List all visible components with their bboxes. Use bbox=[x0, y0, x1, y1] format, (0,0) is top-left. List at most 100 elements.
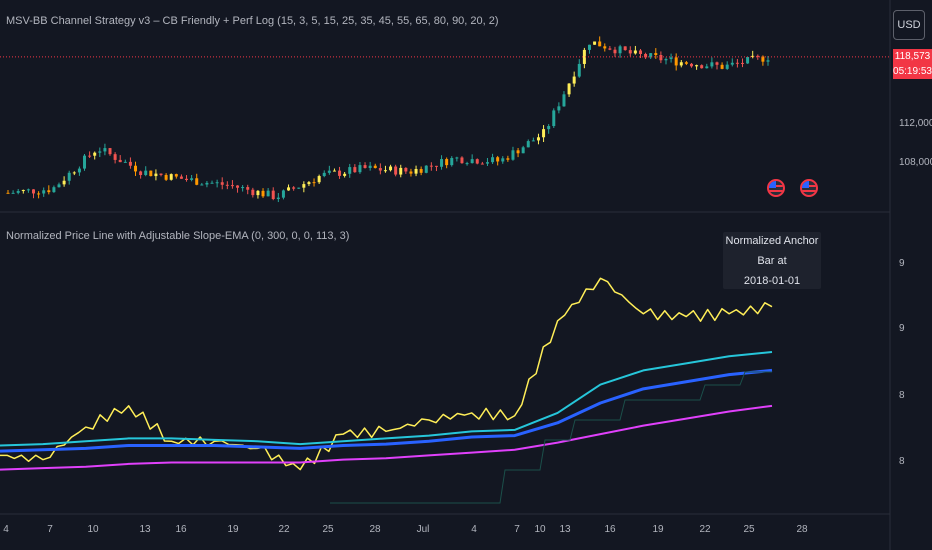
candle-body bbox=[317, 176, 321, 183]
candle-body bbox=[577, 63, 581, 77]
candle-body bbox=[200, 184, 204, 186]
candle-body bbox=[689, 63, 693, 67]
candle-body bbox=[511, 150, 515, 160]
candle-body bbox=[659, 55, 663, 61]
time-axis-tick: 7 bbox=[47, 524, 53, 535]
candle-body bbox=[455, 157, 459, 159]
candle-body bbox=[256, 190, 260, 196]
candle-body bbox=[251, 189, 255, 196]
candle-body bbox=[77, 168, 81, 173]
candle-body bbox=[83, 155, 87, 169]
candle-body bbox=[536, 137, 540, 141]
candle-body bbox=[715, 62, 719, 65]
candle-body bbox=[322, 172, 326, 177]
candle-body bbox=[414, 168, 418, 174]
candle-body bbox=[190, 178, 194, 180]
candle-body bbox=[674, 57, 678, 66]
candle-body bbox=[531, 140, 535, 142]
candle-body bbox=[42, 190, 46, 194]
candle-body bbox=[485, 162, 489, 164]
candle-body bbox=[542, 129, 546, 138]
candle-body bbox=[664, 59, 668, 61]
candle-body bbox=[98, 151, 102, 153]
candle-body bbox=[638, 50, 642, 54]
candle-body bbox=[649, 53, 653, 58]
candle-body bbox=[740, 62, 744, 64]
indicator-series-line bbox=[0, 351, 773, 447]
time-axis-tick: 4 bbox=[471, 524, 477, 535]
candle-body bbox=[220, 182, 224, 185]
candle-body bbox=[246, 187, 250, 190]
time-axis-tick: 25 bbox=[322, 524, 334, 535]
candle-body bbox=[236, 185, 240, 188]
candle-body bbox=[210, 182, 214, 184]
candle-body bbox=[378, 168, 382, 171]
candle-body bbox=[93, 152, 97, 156]
candle-body bbox=[128, 161, 132, 166]
candle-body bbox=[281, 190, 285, 198]
last-price-label: 118,573 bbox=[893, 49, 932, 64]
candle-body bbox=[32, 189, 36, 194]
candle-body bbox=[501, 158, 505, 162]
candle-body bbox=[363, 165, 367, 168]
candle-body bbox=[195, 178, 199, 185]
indicator-axis-tick: 8 bbox=[899, 456, 905, 467]
candle-body bbox=[491, 157, 495, 163]
candle-body bbox=[353, 167, 357, 173]
candle-body bbox=[307, 182, 311, 185]
candle-body bbox=[16, 191, 20, 193]
candle-body bbox=[348, 167, 352, 174]
candle-body bbox=[338, 170, 342, 176]
candle-body bbox=[108, 148, 112, 155]
candle-body bbox=[67, 172, 71, 181]
time-axis-tick: 25 bbox=[743, 524, 755, 535]
candle-body bbox=[730, 62, 734, 65]
candle-body bbox=[623, 46, 627, 51]
candle-body bbox=[266, 190, 270, 197]
candle-body bbox=[751, 55, 755, 57]
candle-body bbox=[312, 182, 316, 184]
candle-body bbox=[332, 170, 336, 172]
candle-body bbox=[21, 189, 25, 192]
candle-body bbox=[608, 48, 612, 50]
price-axis-tick: 108,000 bbox=[899, 157, 932, 168]
candle-body bbox=[521, 147, 525, 154]
candle-body bbox=[506, 158, 510, 160]
candle-body bbox=[11, 192, 15, 194]
time-axis-tick: 22 bbox=[278, 524, 290, 535]
candle-body bbox=[603, 46, 607, 49]
candle-body bbox=[185, 178, 189, 180]
candle-body bbox=[404, 167, 408, 172]
candle-body bbox=[149, 170, 153, 177]
candle-body bbox=[547, 126, 551, 130]
candle-body bbox=[587, 44, 591, 50]
currency-button[interactable]: USD bbox=[893, 10, 925, 40]
candle-body bbox=[567, 83, 571, 95]
candle-body bbox=[292, 187, 296, 189]
time-axis-tick: 13 bbox=[139, 524, 151, 535]
candle-body bbox=[440, 159, 444, 167]
candle-body bbox=[445, 159, 449, 166]
candle-body bbox=[710, 62, 714, 67]
candle-body bbox=[679, 62, 683, 66]
time-axis-tick: 28 bbox=[796, 524, 808, 535]
candle-body bbox=[57, 184, 61, 188]
anchor-tooltip: Normalized Anchor Bar at 2018-01-01 bbox=[723, 232, 821, 289]
candle-body bbox=[465, 163, 469, 165]
candle-body bbox=[470, 159, 474, 164]
us-flag-event-icon[interactable] bbox=[800, 179, 818, 197]
candle-body bbox=[593, 41, 597, 45]
candle-body bbox=[394, 166, 398, 175]
candle-body bbox=[496, 157, 500, 162]
us-flag-event-icon[interactable] bbox=[767, 179, 785, 197]
candle-body bbox=[654, 53, 658, 56]
candle-body bbox=[88, 155, 92, 157]
time-axis-tick: 22 bbox=[699, 524, 711, 535]
candle-body bbox=[144, 170, 148, 176]
countdown-label: 05:19:53 bbox=[893, 64, 932, 79]
time-axis-tick: 19 bbox=[652, 524, 664, 535]
candle-body bbox=[480, 163, 484, 165]
candle-body bbox=[766, 60, 770, 62]
time-axis-tick: Jul bbox=[416, 524, 430, 535]
time-axis-tick: 19 bbox=[227, 524, 239, 535]
